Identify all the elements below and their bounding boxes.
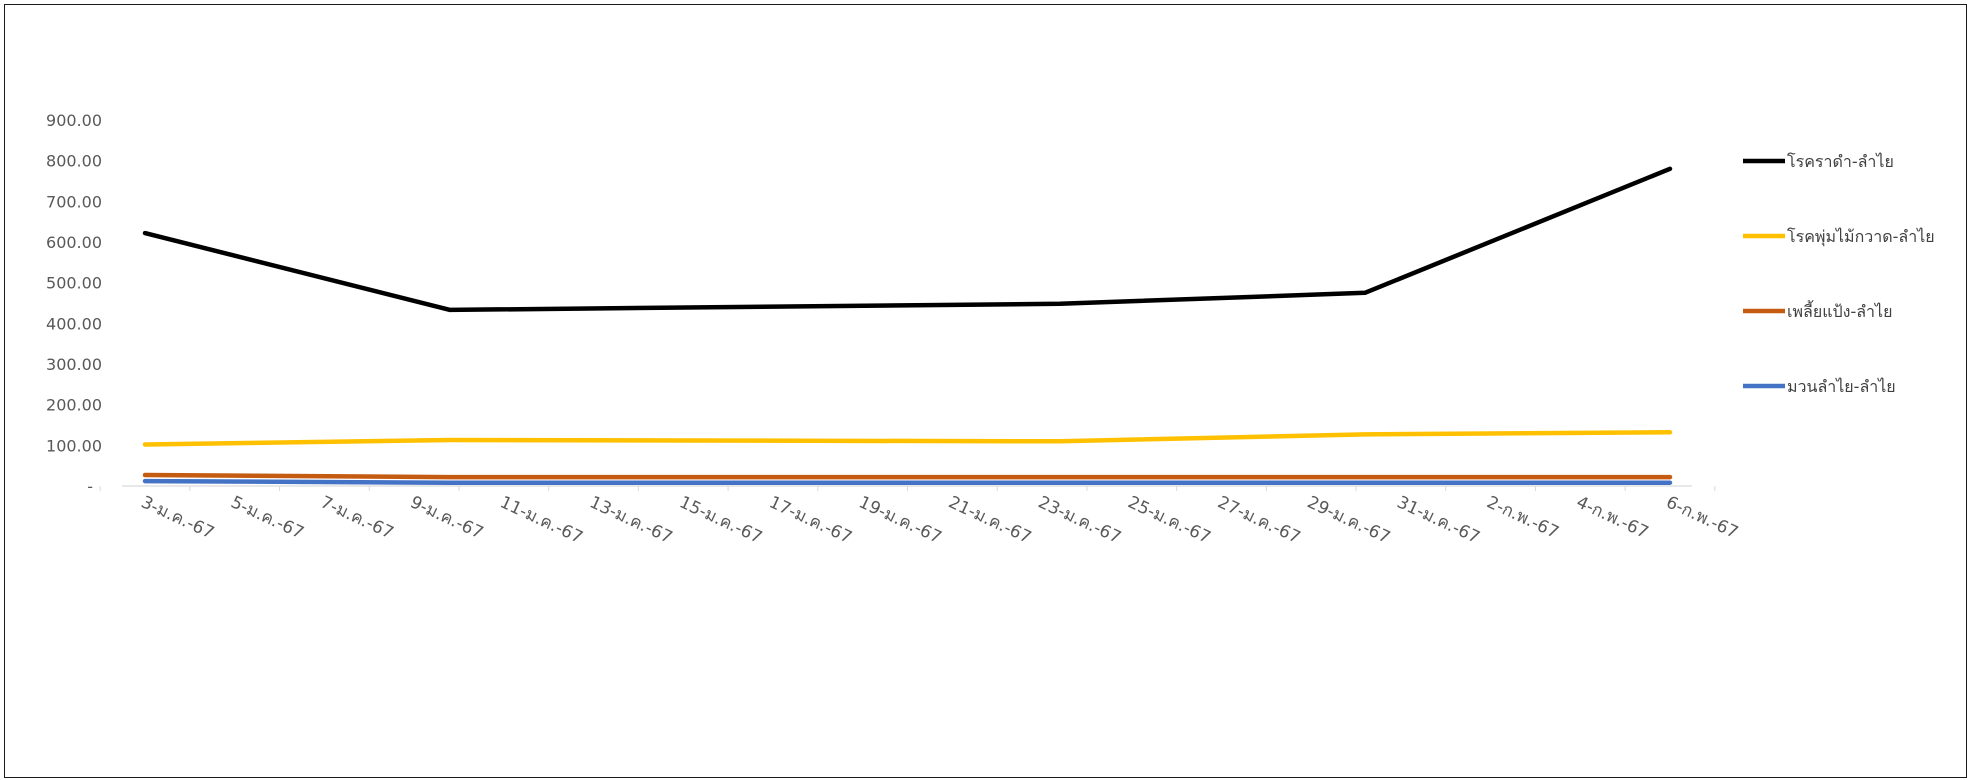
y-tick-label: 800.00 <box>46 152 102 171</box>
legend-label: เพลี้ยแป้ง-ลำไย <box>1787 300 1892 321</box>
y-tick-label: 200.00 <box>46 396 102 415</box>
series-line <box>142 478 1673 485</box>
x-tick-label: 21-ม.ค.-67 <box>945 492 1034 548</box>
x-tick-label: 2-ก.พ.-67 <box>1483 492 1561 543</box>
x-tick-label: 31-ม.ค.-67 <box>1394 492 1483 548</box>
x-tick-label: 7-ม.ค.-67 <box>317 492 396 543</box>
series-line <box>142 430 1673 447</box>
x-tick-label: 4-ก.พ.-67 <box>1573 492 1651 543</box>
x-tick-label: 29-ม.ค.-67 <box>1304 492 1393 548</box>
y-tick-label: 400.00 <box>46 314 102 333</box>
legend-label: มวนลำไย-ลำไย <box>1787 377 1896 396</box>
y-tick-label: 300.00 <box>46 355 102 374</box>
series-line <box>142 166 1673 313</box>
legend-label: โรคพุ่มไม้กวาด-ลำไย <box>1787 227 1935 247</box>
x-axis: 3-ม.ค.-67 5-ม.ค.-67 7-ม.ค.-67 9-ม.ค.-67 11-ม… <box>99 485 1741 548</box>
legend-label: โรคราดำ-ลำไย <box>1787 152 1894 171</box>
y-tick-label: 700.00 <box>46 192 102 211</box>
x-tick-label: 15-ม.ค.-67 <box>676 492 765 548</box>
x-tick-label: 5-ม.ค.-67 <box>228 492 307 543</box>
y-tick-label: 600.00 <box>46 233 102 252</box>
x-tick-label: 11-ม.ค.-67 <box>497 492 586 548</box>
x-tick-label: 17-ม.ค.-67 <box>766 492 855 548</box>
x-tick-label: 9-ม.ค.-67 <box>407 492 486 543</box>
y-axis: - 100.00 200.00 300.00 400.00 500.00 600.00 700… <box>46 111 102 496</box>
x-tick-label: 6-ก.พ.-67 <box>1663 492 1741 543</box>
y-tick-label: 100.00 <box>46 436 102 455</box>
series-line <box>142 472 1673 480</box>
legend: โรคราดำ-ลำไยโรคพุ่มไม้กวาด-ลำไยเพลี้ยแป้… <box>1743 152 1935 396</box>
x-tick-label: 13-ม.ค.-67 <box>586 492 675 548</box>
chart-frame <box>4 4 1967 778</box>
x-tick-label: 27-ม.ค.-67 <box>1214 492 1303 548</box>
x-tick-label: 25-ม.ค.-67 <box>1125 492 1214 548</box>
series-lines <box>142 166 1673 485</box>
y-tick-label: 900.00 <box>46 111 102 130</box>
x-tick-label: 3-ม.ค.-67 <box>138 492 217 543</box>
x-tick-label: 19-ม.ค.-67 <box>856 492 945 548</box>
y-tick-label: - <box>87 477 93 496</box>
x-tick-label: 23-ม.ค.-67 <box>1035 492 1124 548</box>
y-tick-label: 500.00 <box>46 274 102 293</box>
